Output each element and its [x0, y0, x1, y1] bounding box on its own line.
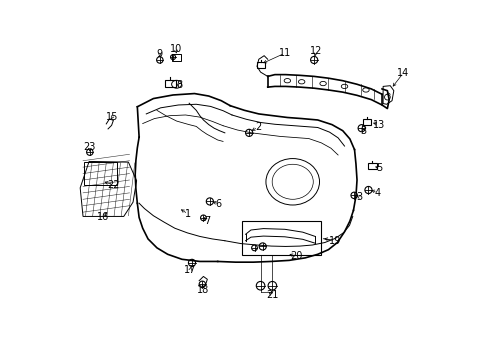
Text: 11: 11	[278, 48, 290, 58]
Text: 20: 20	[289, 251, 302, 261]
Text: 21: 21	[265, 291, 278, 300]
Text: 3: 3	[359, 126, 366, 136]
Text: 9: 9	[157, 49, 163, 59]
Text: 2: 2	[254, 122, 261, 132]
Text: 19: 19	[328, 236, 341, 246]
Bar	[172, 54, 181, 61]
Text: 4: 4	[374, 188, 380, 198]
Text: 10: 10	[169, 44, 182, 54]
Text: 17: 17	[183, 265, 196, 275]
Text: 12: 12	[309, 46, 322, 56]
Text: 22: 22	[107, 180, 120, 190]
Text: 8: 8	[176, 80, 182, 90]
Bar	[84, 162, 117, 185]
Text: 5: 5	[376, 163, 382, 173]
Text: 15: 15	[106, 112, 118, 122]
Text: 7: 7	[204, 216, 210, 226]
Text: 23: 23	[83, 142, 96, 152]
Bar	[256, 62, 264, 68]
Text: 13: 13	[372, 120, 385, 130]
Text: 6: 6	[215, 199, 222, 209]
Bar	[362, 119, 370, 125]
Text: 18: 18	[196, 285, 208, 295]
Text: 3: 3	[356, 192, 362, 202]
Text: 16: 16	[97, 212, 109, 222]
Bar	[367, 163, 376, 169]
Bar	[242, 221, 320, 255]
Text: 1: 1	[184, 209, 191, 219]
Bar	[164, 80, 175, 87]
Text: 14: 14	[397, 68, 409, 78]
